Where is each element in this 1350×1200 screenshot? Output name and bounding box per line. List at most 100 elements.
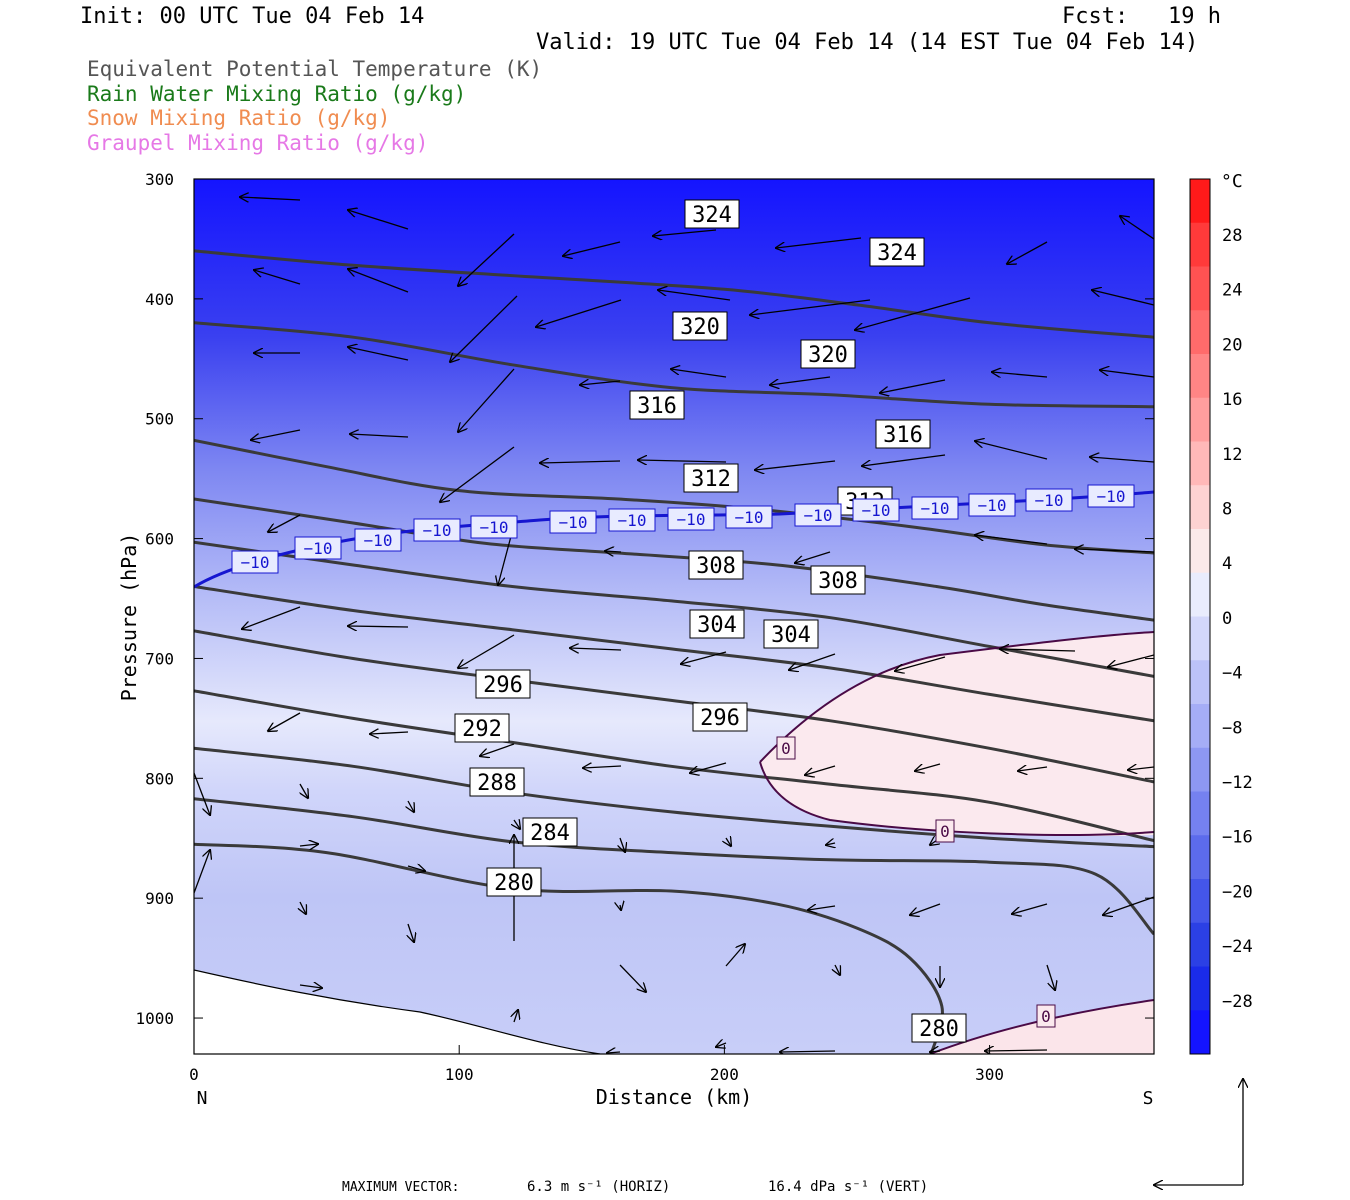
theta-e-label-box (469, 767, 525, 797)
field-label-snow: Snow Mixing Ratio (g/kg) (87, 106, 391, 130)
wind-vector (1092, 290, 1154, 306)
colorbar-band (1190, 747, 1210, 792)
wind-vector (1075, 549, 1154, 552)
isotherm-label-box (413, 518, 461, 542)
colorbar-tick-label: 4 (1222, 554, 1232, 574)
isotherm-label-box (1036, 1004, 1056, 1028)
isotherm-label-text: −10 (304, 539, 333, 558)
theta-e-label-text: 296 (700, 706, 740, 731)
colorbar-tick-label: −12 (1222, 773, 1253, 793)
forecast-hour: Fcst: 19 h (1062, 4, 1221, 29)
wind-vector (1100, 370, 1154, 378)
wind-vector (653, 229, 717, 236)
colorbar-tick-label: −28 (1222, 992, 1253, 1012)
wind-vector (975, 535, 1048, 545)
colorbar-tick-label: 28 (1222, 226, 1242, 246)
colorbar-band (1190, 966, 1210, 1011)
theta-e-label-text: 280 (494, 871, 534, 896)
x-axis-label: Distance (km) (596, 1085, 753, 1109)
theta-e-label-text: 324 (692, 203, 732, 228)
y-tick-label: 500 (145, 410, 174, 429)
wind-vector (514, 1010, 518, 1023)
field-label-rain: Rain Water Mixing Ratio (g/kg) (87, 82, 467, 106)
theta-e-label-box (875, 419, 931, 449)
wind-vector (620, 837, 625, 852)
theta-e-label-324: 324 (684, 199, 740, 229)
theta-e-label-320: 320 (672, 311, 728, 341)
wind-vector (716, 1043, 727, 1047)
isotherm-label-text: −10 (423, 521, 452, 540)
theta-e-label-304: 304 (763, 619, 819, 649)
isotherm-label-text: −10 (677, 510, 706, 529)
wind-vector (1000, 649, 1076, 651)
wind-vector (776, 237, 862, 248)
isotherm-label-text: −10 (364, 531, 393, 550)
max-vector-vert: 16.4 dPa s⁻¹ (VERT) (768, 1179, 928, 1195)
colorbar-tick-label: 8 (1222, 500, 1232, 520)
wind-vector (1103, 896, 1154, 915)
isotherm-zero-line-surface (929, 999, 1154, 1054)
theta-e-label-284: 284 (522, 817, 578, 847)
wind-vector (350, 434, 409, 437)
isotherm-zero-line-upper (759, 631, 1154, 763)
isotherm-label-minus10: −10 (413, 518, 461, 542)
theta-e-contour-288 (194, 746, 1154, 849)
wind-vector (408, 923, 414, 942)
isotherm-label-text: 0 (940, 822, 950, 841)
theta-e-label-text: 312 (691, 467, 731, 492)
plot-frame (193, 178, 1155, 1055)
isotherm-label-minus10: −10 (667, 507, 715, 531)
isotherm-label-text: 0 (1041, 1007, 1051, 1026)
theta-e-contour-304 (194, 585, 1154, 723)
isotherm-label-minus10: −10 (725, 505, 773, 529)
theta-e-contour-316 (194, 438, 1154, 555)
colorbar-band (1190, 529, 1210, 574)
wind-vector (835, 964, 840, 975)
theta-e-label-box (869, 237, 925, 267)
theta-e-label-box (763, 619, 819, 649)
wind-vector (780, 1051, 836, 1052)
temperature-shading (194, 179, 1154, 1054)
wind-vector (690, 762, 727, 773)
wind-vector (607, 1052, 621, 1053)
theta-e-label-304: 304 (689, 609, 745, 639)
colorbar-tick-label: 16 (1222, 390, 1242, 410)
colorbar-band (1190, 397, 1210, 442)
isotherm-label-box (470, 515, 518, 539)
wind-vector (619, 964, 646, 992)
warm-region (760, 632, 1154, 837)
isotherm-label-text: −10 (921, 499, 950, 518)
colorbar-band (1190, 660, 1210, 705)
wind-vector (620, 905, 621, 910)
theta-e-label-box (629, 390, 685, 420)
wind-vector (992, 372, 1048, 377)
isotherm-label-text: −10 (804, 506, 833, 525)
wind-vector (514, 820, 520, 829)
isotherm-label-box (354, 528, 402, 552)
isotherm-label-text: −10 (1035, 491, 1064, 510)
theta-e-label-box (689, 609, 745, 639)
wind-vector (300, 783, 308, 798)
theta-e-contour-296 (194, 629, 1154, 784)
theta-e-label-text: 316 (637, 394, 677, 419)
wind-vector (808, 906, 836, 910)
wind-vector (805, 765, 836, 775)
wind-vector (299, 844, 318, 846)
wind-vector (726, 838, 731, 846)
wind-vector (855, 297, 971, 330)
y-tick-label: 700 (145, 649, 174, 668)
x-tick-label: 200 (710, 1065, 739, 1084)
y-tick-label: 1000 (135, 1009, 174, 1028)
theta-e-label-text: 316 (883, 423, 923, 448)
wind-vector (910, 903, 941, 915)
theta-e-label-box (692, 702, 748, 732)
isotherm-label-text: −10 (862, 501, 891, 520)
wind-vector (370, 732, 409, 734)
wind-vector (915, 763, 941, 771)
theta-e-contour-292 (194, 689, 1154, 843)
wind-vector (1012, 903, 1048, 914)
theta-e-label-292: 292 (454, 713, 510, 743)
wind-vector (658, 290, 731, 301)
colorbar-band (1190, 791, 1210, 836)
isotherm-label-zero: 0 (935, 819, 955, 843)
